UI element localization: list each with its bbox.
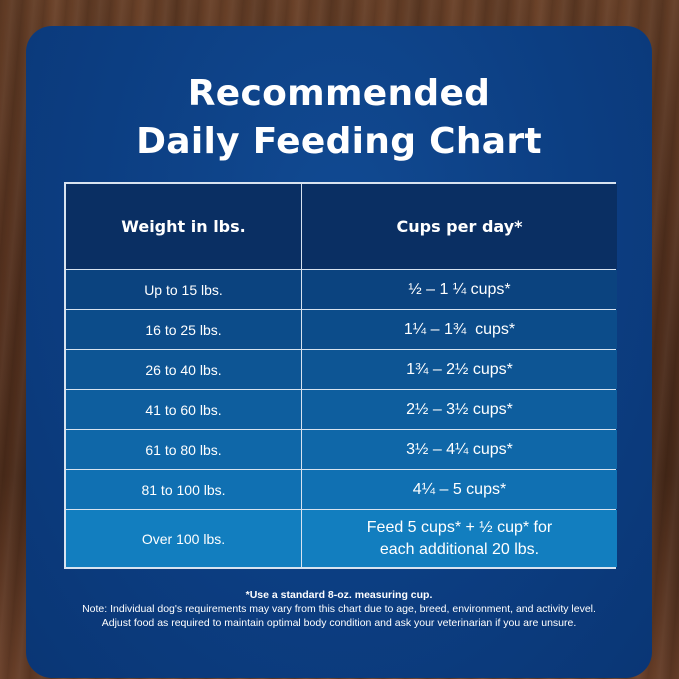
title-line-2: Daily Feeding Chart [136,121,542,162]
row-weight: 41 to 60 lbs. [66,390,301,429]
row-cups: ½ – 1 ¼ cups* [302,270,617,309]
row-weight: 16 to 25 lbs. [66,310,301,349]
row-weight: Over 100 lbs. [66,510,301,567]
row-cups: 4¼ – 5 cups* [302,470,617,509]
header-weight: Weight in lbs. [66,184,301,269]
row-cups-line-2: each additional 20 lbs. [379,540,540,558]
chart-title: Recommended Daily Feeding Chart [26,70,652,166]
row-weight: 81 to 100 lbs. [66,470,301,509]
row-cups: 1¼ – 1¾ cups* [302,310,617,349]
row-cups: 2½ – 3½ cups* [302,390,617,429]
row-weight: 26 to 40 lbs. [66,350,301,389]
title-line-1: Recommended [187,73,491,114]
feeding-table: Weight in lbs. Cups per day* Up to 15 lb… [64,182,617,569]
feeding-chart-card: Recommended Daily Feeding Chart Weight i… [26,26,652,678]
footnotes: *Use a standard 8-oz. measuring cup. Not… [26,588,652,630]
row-weight: 61 to 80 lbs. [66,430,301,469]
row-cups: 1¾ – 2½ cups* [302,350,617,389]
row-cups-line-1: Feed 5 cups* + ½ cup* for [366,518,553,536]
adjust-note: Adjust food as required to maintain opti… [101,617,577,629]
measuring-cup-note: *Use a standard 8-oz. measuring cup. [245,589,433,601]
header-cups: Cups per day* [302,184,617,269]
requirements-note: Note: Individual dog's requirements may … [82,603,596,615]
row-cups: Feed 5 cups* + ½ cup* for each additiona… [302,510,617,567]
row-cups: 3½ – 4¼ cups* [302,430,617,469]
row-weight: Up to 15 lbs. [66,270,301,309]
